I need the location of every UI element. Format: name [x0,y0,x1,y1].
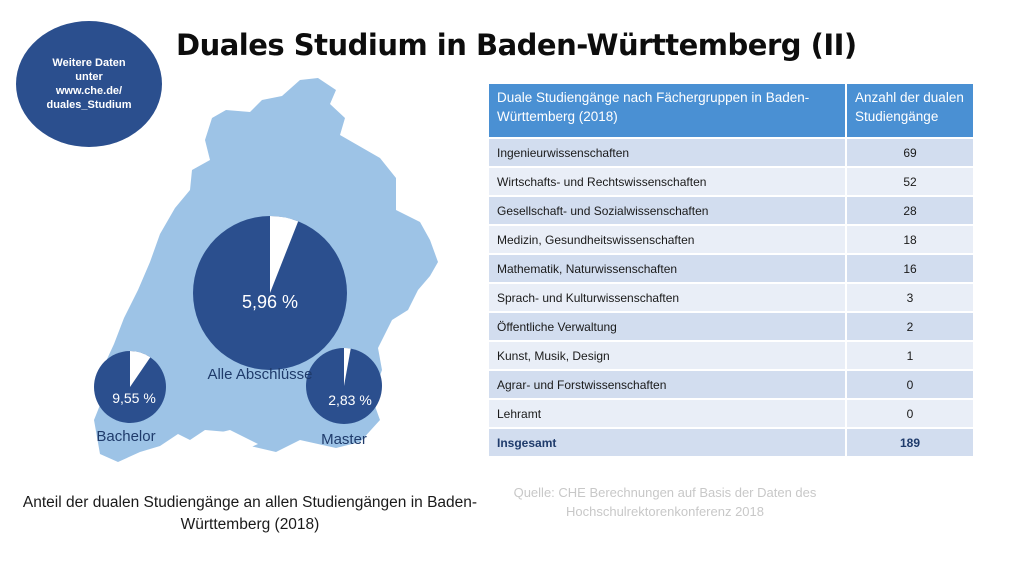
baden-wuerttemberg-map [94,78,438,462]
table-cell-count: 3 [846,282,973,312]
table-header-count: Anzahl der dualen Studiengänge [846,84,973,138]
table-row: Medizin, Gesundheitswissenschaften 18 [489,224,973,254]
table-cell-category: Ingenieurwissenschaften [489,137,847,167]
table-total-value: 189 [846,427,973,456]
table-cell-count: 1 [846,340,973,370]
pie-slice-dual-share [270,216,299,293]
table-row: Kunst, Musik, Design 1 [489,340,973,370]
table-cell-count: 2 [846,311,973,341]
table-cell-category: Medizin, Gesundheitswissenschaften [489,224,847,254]
table-cell-category: Kunst, Musik, Design [489,340,847,370]
page-title: Duales Studium in Baden-Württemberg (II) [176,28,857,62]
table-cell-count: 69 [846,137,973,167]
table-row: Agrar- und Forstwissenschaften 0 [489,369,973,399]
table-cell-count: 18 [846,224,973,254]
badge-line: www.che.de/ [55,85,123,97]
table-cell-category: Gesellschaft- und Sozialwissenschaften [489,195,847,225]
badge-line: duales_Studium [46,99,132,111]
table-row: Gesellschaft- und Sozialwissenschaften 28 [489,195,973,225]
table-row: Lehramt 0 [489,398,973,428]
badge-line: Weitere Daten [52,57,126,69]
table-cell-category: Wirtschafts- und Rechtswissenschaften [489,166,847,196]
table-cell-count: 28 [846,195,973,225]
table-cell-category: Sprach- und Kulturwissenschaften [489,282,847,312]
pie-slice-dual-share [130,351,151,387]
table-header-category: Duale Studiengänge nach Fächergruppen in… [489,84,847,138]
table-cell-count: 0 [846,369,973,399]
map-caption: Anteil der dualen Studiengänge an allen … [22,494,478,533]
source-note: Quelle: CHE Berechnungen auf Basis der D… [513,485,817,519]
pie-caption-bachelor: Bachelor [96,428,156,445]
table-cell-count: 0 [846,398,973,428]
badge-line: unter [75,71,103,83]
table-row: Ingenieurwissenschaften 69 [489,137,973,167]
table-row: Wirtschafts- und Rechtswissenschaften 52 [489,166,973,196]
table-cell-count: 16 [846,253,973,283]
more-data-badge[interactable]: Weitere Daten unter www.che.de/ duales_S… [16,21,162,147]
pie-label-bachelor: 9,55 % [112,390,156,406]
pie-caption-alle: Alle Abschlüsse [207,366,313,383]
table-cell-category: Lehramt [489,398,847,428]
pie-label-master: 2,83 % [328,392,372,408]
table-cell-category: Mathematik, Naturwissenschaften [489,253,847,283]
table-total-label: Insgesamt [489,427,847,456]
study-programs-table: Duale Studiengänge nach Fächergruppen in… [489,84,973,456]
table-cell-category: Agrar- und Forstwissenschaften [489,369,847,399]
table-row: Öffentliche Verwaltung 2 [489,311,973,341]
pie-label-alle: 5,96 % [241,292,299,312]
table-total-row: Insgesamt 189 [489,427,973,456]
table-row: Sprach- und Kulturwissenschaften 3 [489,282,973,312]
pie-caption-master: Master [321,431,367,448]
table-header-row: Duale Studiengänge nach Fächergruppen in… [489,84,973,138]
table-row: Mathematik, Naturwissenschaften 16 [489,253,973,283]
pie-slice-dual-share [344,348,351,386]
pie-charts [94,216,382,424]
table-cell-count: 52 [846,166,973,196]
table-cell-category: Öffentliche Verwaltung [489,311,847,341]
